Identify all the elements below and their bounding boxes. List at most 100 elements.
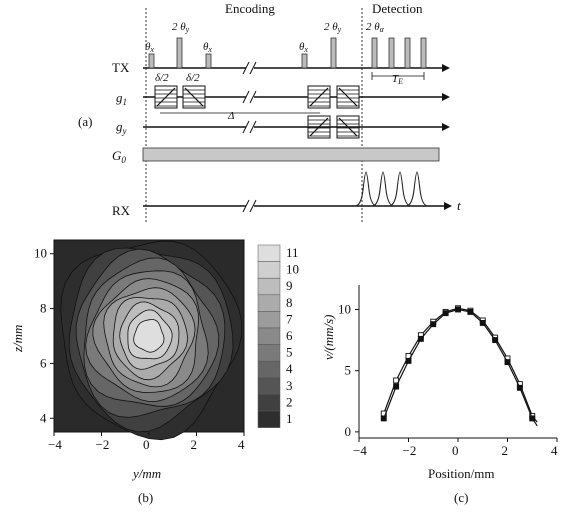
panel-c-x-ticks: −4 −2 0 2 4 xyxy=(353,438,558,458)
velocity-point xyxy=(479,319,486,326)
panel-b-label: (b) xyxy=(138,490,153,505)
colorbar-swatch-4 xyxy=(257,360,281,379)
velocity-series-line-2 xyxy=(383,308,538,427)
tx-break-icon xyxy=(242,61,257,75)
row-label-tx: TX xyxy=(112,60,130,75)
big-delta-label: Δ xyxy=(227,110,234,122)
panel-b-ytick-label: 10 xyxy=(34,246,47,261)
row-label-g1: g1 xyxy=(116,90,127,107)
colorbar-swatch-5 xyxy=(257,344,281,362)
velocity-point xyxy=(467,308,474,315)
velocity-point xyxy=(529,415,536,422)
g1-gradient-lobe-3 xyxy=(307,85,331,109)
tx-pulse-theta-x-3 xyxy=(301,53,308,69)
pulse-label-2theta-y-2: 2 θy xyxy=(324,21,342,34)
tx-pulse-2theta-a-4 xyxy=(420,37,427,69)
panel-c-ytick-label: 5 xyxy=(345,363,352,378)
panel-c-ytick-label: 0 xyxy=(345,424,352,439)
panel-c-series xyxy=(380,305,538,427)
colorbar-swatch-7 xyxy=(257,311,281,329)
velocity-point xyxy=(430,321,437,328)
panel-c-y-ticks: 0 5 10 xyxy=(338,301,359,439)
tx-pulse-theta-x-2 xyxy=(205,53,212,69)
velocity-point xyxy=(504,359,511,366)
panel-b-xlabel: y/mm xyxy=(131,466,161,481)
colorbar: 11 109 87 6 54 32 1 xyxy=(257,244,299,428)
pulse-label-theta-x-2: θx xyxy=(203,41,212,54)
rx-echo-train xyxy=(354,171,429,207)
rx-arrow-icon xyxy=(444,202,452,210)
panel-b-ytick-label: 6 xyxy=(40,355,47,370)
colorbar-label-1: 1 xyxy=(286,411,293,426)
colorbar-label-5: 5 xyxy=(286,345,293,360)
tx-pulse-2theta-y-2 xyxy=(330,37,337,69)
colorbar-swatch-3 xyxy=(257,377,281,395)
velocity-point xyxy=(442,310,449,317)
delta-half-label-1: δ/2 xyxy=(155,72,169,84)
velocity-point xyxy=(492,337,499,344)
panel-c-ytick-label: 10 xyxy=(338,301,351,316)
velocity-point xyxy=(393,383,400,390)
colorbar-label-2: 2 xyxy=(286,394,293,409)
colorbar-label-11: 11 xyxy=(286,245,299,260)
panel-c-xtick-label: −2 xyxy=(403,443,417,458)
colorbar-swatch-8 xyxy=(257,294,281,312)
row-label-rx: RX xyxy=(112,203,131,218)
panel-b-y-ticks: 4 6 8 10 xyxy=(34,246,54,425)
velocity-point xyxy=(417,335,424,342)
velocity-point xyxy=(380,415,387,422)
colorbar-label-4: 4 xyxy=(286,361,293,376)
colorbar-swatch-10 xyxy=(257,261,281,279)
time-axis-label: t xyxy=(457,198,461,213)
panel-a-pulse-sequence: Encoding Detection TX g1 gy G0 RX (a) θx… xyxy=(78,1,461,222)
tx-pulse-theta-x-1 xyxy=(148,53,155,69)
tx-arrow-icon xyxy=(442,64,450,72)
row-label-g0: G0 xyxy=(112,148,126,165)
panel-a-label: (a) xyxy=(78,114,92,129)
colorbar-swatch-11 xyxy=(257,244,281,262)
panel-c-xtick-label: 0 xyxy=(452,443,459,458)
panel-c-label: (c) xyxy=(454,490,468,505)
colorbar-label-8: 8 xyxy=(286,295,293,310)
colorbar-swatch-2 xyxy=(257,394,281,412)
tx-pulse-2theta-a-1 xyxy=(371,37,378,69)
delta-half-label-2: δ/2 xyxy=(186,72,200,84)
encoding-label: Encoding xyxy=(225,1,275,16)
g1-gradient-lobe-4 xyxy=(336,85,360,109)
panel-c-xtick-label: −4 xyxy=(353,443,367,458)
heatmap-contours xyxy=(60,240,243,441)
colorbar-label-6: 6 xyxy=(286,328,293,343)
panel-b-ytick-label: 4 xyxy=(40,410,47,425)
velocity-point xyxy=(516,384,523,391)
panel-c-ylabel: v/(mm/s) xyxy=(321,315,336,361)
pulse-label-2theta-a: 2 θα xyxy=(366,21,385,34)
colorbar-label-7: 7 xyxy=(286,311,293,326)
g1-gradient-lobe-2 xyxy=(182,85,206,109)
panel-b-xtick-label: 0 xyxy=(143,437,150,452)
row-label-gy: gy xyxy=(116,119,127,136)
contour-level-11 xyxy=(133,319,165,353)
panel-b-ylabel: z/mm xyxy=(10,325,25,353)
tx-pulse-2theta-a-2 xyxy=(388,37,395,69)
velocity-point xyxy=(455,306,461,313)
panel-b-x-ticks: −4 −2 0 2 4 xyxy=(48,432,245,452)
panel-c-xtick-label: 4 xyxy=(551,443,558,458)
velocity-point xyxy=(405,357,412,364)
colorbar-swatch-9 xyxy=(257,277,281,296)
colorbar-swatch-1 xyxy=(257,410,281,428)
g0-field-bar xyxy=(142,147,440,162)
panel-b-ytick-label: 8 xyxy=(40,301,47,316)
velocity-series-line-1 xyxy=(383,307,538,423)
panel-b-xtick-label: 4 xyxy=(238,437,245,452)
gy-arrow-icon xyxy=(442,123,450,131)
colorbar-label-10: 10 xyxy=(286,262,299,277)
colorbar-swatch-6 xyxy=(257,327,281,345)
pulse-label-2theta-y-1: 2 θy xyxy=(172,21,190,34)
panel-b-xtick-label: −2 xyxy=(96,437,110,452)
panel-c-xtick-label: 2 xyxy=(502,443,509,458)
tx-pulse-2theta-a-3 xyxy=(404,37,411,69)
detection-label: Detection xyxy=(372,1,423,16)
gradient-lobes xyxy=(154,85,360,139)
g1-gradient-lobe-1 xyxy=(154,85,178,109)
